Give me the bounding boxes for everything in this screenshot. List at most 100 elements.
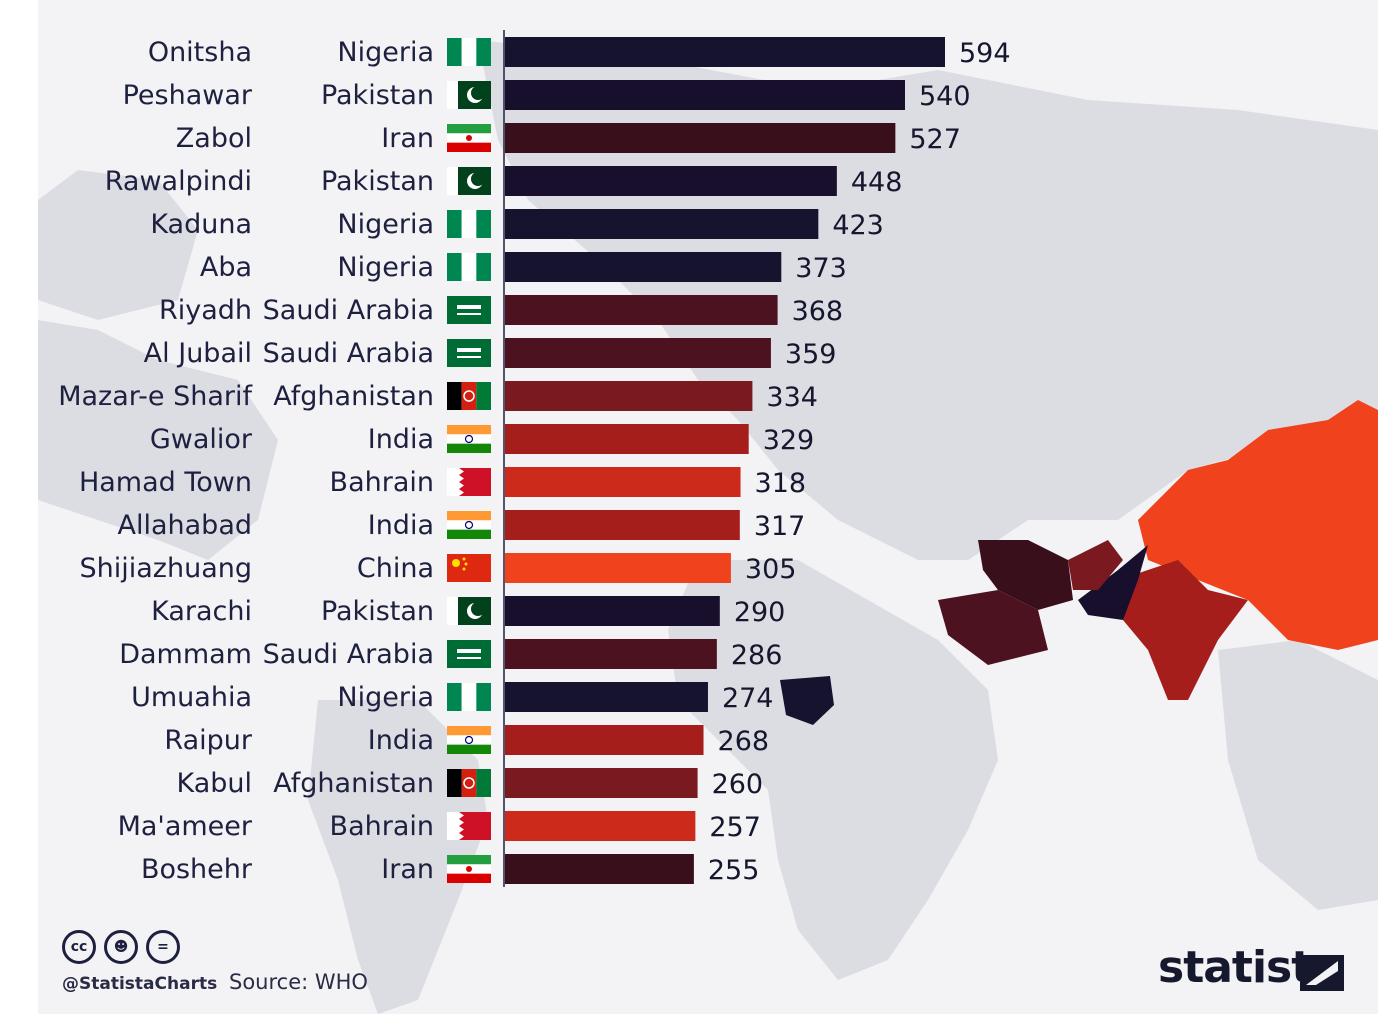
- license-icons: cc ☻ =: [62, 930, 180, 964]
- city-label: Peshawar: [123, 80, 253, 111]
- footer-source: Source: WHO: [229, 970, 368, 994]
- city-label: Rawalpindi: [105, 166, 252, 197]
- country-label: Iran: [381, 854, 434, 885]
- bar-value-label: 423: [832, 210, 884, 241]
- bar: [505, 381, 753, 411]
- bar: [505, 596, 720, 626]
- bar-row: Zabol Iran 527: [176, 123, 961, 155]
- saudi-arabia-flag-icon: [447, 640, 491, 668]
- iran-flag-icon: [447, 855, 491, 883]
- bar-row: Dammam Saudi Arabia 286: [119, 639, 782, 671]
- bar: [505, 166, 837, 196]
- bar-chart: Onitsha Nigeria 594 Peshawar Pakistan 540 Zabo…: [58, 30, 1011, 887]
- city-label: Al Jubail: [144, 338, 252, 369]
- bar-value-label: 368: [792, 296, 844, 327]
- bar-value-label: 334: [766, 382, 818, 413]
- city-label: Kabul: [176, 768, 252, 799]
- country-label: Pakistan: [321, 80, 434, 111]
- nigeria-flag-icon: [447, 253, 491, 281]
- map-china: [1138, 400, 1378, 650]
- country-label: China: [357, 553, 434, 584]
- bar: [505, 37, 945, 67]
- map-landmass-south-america: [308, 700, 488, 1014]
- country-label: India: [368, 510, 434, 541]
- map-landmass-southeast-asia: [1218, 640, 1378, 910]
- bar-value-label: 317: [754, 511, 806, 542]
- bar: [505, 209, 819, 239]
- bar-row: Riyadh Saudi Arabia 368: [159, 295, 843, 327]
- country-label: Nigeria: [337, 37, 434, 68]
- bar-row: Al Jubail Saudi Arabia 359: [144, 338, 837, 370]
- china-flag-icon: [447, 554, 491, 582]
- chart-canvas: Onitsha Nigeria 594 Peshawar Pakistan 540 Zabo…: [38, 0, 1378, 1014]
- city-label: Boshehr: [141, 854, 253, 885]
- bar: [505, 811, 696, 841]
- india-flag-icon: [447, 511, 491, 539]
- country-label: India: [368, 424, 434, 455]
- saudi-arabia-flag-icon: [447, 296, 491, 324]
- map-iran: [978, 540, 1073, 610]
- bar-value-label: 274: [722, 683, 774, 714]
- statista-logo-mark-icon: [1300, 955, 1344, 991]
- bar-row: Aba Nigeria 373: [200, 252, 847, 284]
- bar: [505, 295, 778, 325]
- country-label: India: [368, 725, 434, 756]
- pakistan-flag-icon: [447, 81, 491, 109]
- afghanistan-flag-icon: [447, 382, 491, 410]
- country-label: Saudi Arabia: [263, 338, 434, 369]
- bar-row: Gwalior India 329: [150, 424, 814, 456]
- city-label: Raipur: [164, 725, 252, 756]
- country-label: Saudi Arabia: [263, 639, 434, 670]
- city-label: Dammam: [119, 639, 252, 670]
- bar-row: Raipur India 268: [164, 725, 769, 757]
- city-label: Ma'ameer: [118, 811, 253, 842]
- map-saudi-arabia: [938, 590, 1048, 665]
- india-flag-icon: [447, 425, 491, 453]
- bar-value-label: 359: [785, 339, 837, 370]
- cc-icon: cc: [62, 930, 96, 964]
- no-derivatives-icon: =: [146, 930, 180, 964]
- bar-value-label: 290: [734, 597, 786, 628]
- city-label: Riyadh: [159, 295, 252, 326]
- bar: [505, 338, 771, 368]
- country-label: Bahrain: [330, 467, 434, 498]
- bar-row: Ma'ameer Bahrain 257: [118, 811, 761, 843]
- country-label: Iran: [381, 123, 434, 154]
- bar-row: Umuahia Nigeria 274: [131, 682, 774, 714]
- city-label: Kaduna: [150, 209, 252, 240]
- india-flag-icon: [447, 726, 491, 754]
- bar: [505, 424, 749, 454]
- city-label: Allahabad: [118, 510, 253, 541]
- bar-value-label: 448: [851, 167, 903, 198]
- bar-row: Hamad Town Bahrain 318: [79, 467, 806, 499]
- map-landmass-africa: [668, 560, 998, 980]
- attribution-icon: ☻: [104, 930, 138, 964]
- bar: [505, 80, 905, 110]
- bar: [505, 510, 740, 540]
- bar-row: Allahabad India 317: [118, 510, 806, 542]
- bar: [505, 252, 782, 282]
- map-nigeria: [780, 676, 834, 725]
- country-label: Bahrain: [330, 811, 434, 842]
- pakistan-flag-icon: [447, 167, 491, 195]
- country-label: Nigeria: [337, 682, 434, 713]
- bar-row: Shijiazhuang China 305: [80, 553, 797, 585]
- bar-value-label: 305: [745, 554, 797, 585]
- afghanistan-flag-icon: [447, 769, 491, 797]
- bar: [505, 768, 698, 798]
- city-label: Umuahia: [131, 682, 252, 713]
- bar-row: Karachi Pakistan 290: [151, 596, 785, 628]
- bar-value-label: 318: [755, 468, 807, 499]
- country-label: Saudi Arabia: [263, 295, 434, 326]
- nigeria-flag-icon: [447, 683, 491, 711]
- iran-flag-icon: [447, 124, 491, 152]
- map-landmass-greenland: [38, 170, 198, 320]
- city-label: Shijiazhuang: [80, 553, 253, 584]
- bar-row: Boshehr Iran 255: [141, 854, 759, 886]
- bar: [505, 682, 708, 712]
- bar-row: Rawalpindi Pakistan 448: [105, 166, 903, 198]
- pakistan-flag-icon: [447, 597, 491, 625]
- bar-row: Kabul Afghanistan 260: [176, 768, 763, 800]
- bar-row: Onitsha Nigeria 594: [148, 37, 1011, 69]
- bahrain-flag-icon: [447, 812, 491, 840]
